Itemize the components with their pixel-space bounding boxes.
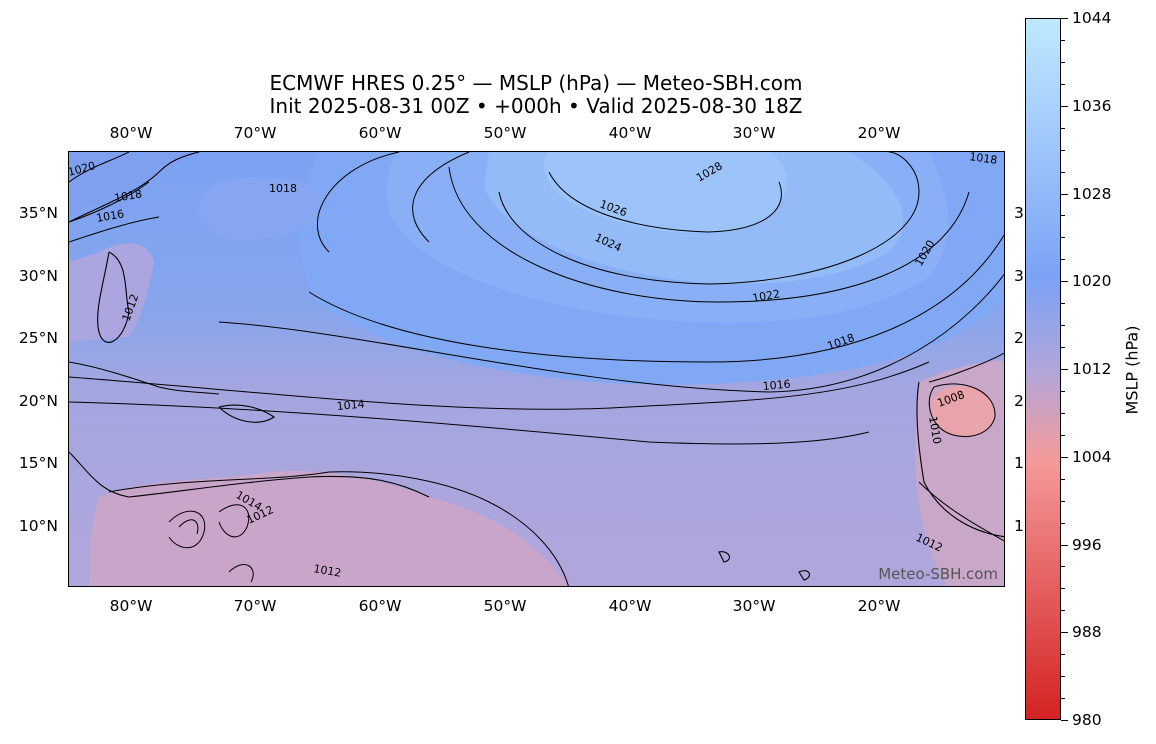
isobar-contours xyxy=(69,152,1004,586)
colorbar-tick-label: 1036 xyxy=(1072,96,1112,115)
lon-label-bottom: 30°W xyxy=(732,597,776,615)
contour-label: 1014 xyxy=(336,398,365,413)
lat-label: 15°N xyxy=(18,454,58,472)
colorbar-minor-tick xyxy=(1061,434,1065,436)
colorbar-tick-label: 1028 xyxy=(1072,184,1112,203)
coastlines xyxy=(69,152,1004,581)
watermark: Meteo-SBH.com xyxy=(878,565,998,583)
colorbar-tick xyxy=(1061,193,1068,195)
colorbar-minor-tick xyxy=(1061,39,1065,41)
pressure-region-1028 xyxy=(543,152,788,233)
contour-label: 1018 xyxy=(269,182,297,195)
colorbar-tick-label: 1020 xyxy=(1072,272,1112,291)
lat-label-right-clipped: 2 xyxy=(1014,392,1024,410)
colorbar-tick-label: 996 xyxy=(1072,535,1102,554)
contour-label: 1018 xyxy=(969,152,999,167)
lat-label: 25°N xyxy=(18,329,58,347)
lat-label: 10°N xyxy=(18,517,58,535)
colorbar-minor-tick xyxy=(1061,61,1065,63)
colorbar-minor-tick xyxy=(1061,390,1065,392)
lat-label-right-clipped: 3 xyxy=(1014,267,1024,285)
contour-label: 1016 xyxy=(95,207,125,225)
mslp-map: 1020 1018 1016 1018 1028 1026 1024 1022 … xyxy=(69,152,1004,586)
lon-label-bottom: 80°W xyxy=(109,597,153,615)
colorbar-tick xyxy=(1061,456,1068,458)
lat-label-right-clipped: 1 xyxy=(1014,454,1024,472)
lon-label-bottom: 40°W xyxy=(608,597,652,615)
colorbar-tick-label: 1044 xyxy=(1072,9,1112,27)
colorbar-minor-tick xyxy=(1061,698,1065,700)
lon-label-top: 80°W xyxy=(109,124,153,142)
lon-label-top: 70°W xyxy=(233,124,277,142)
colorbar-minor-tick xyxy=(1061,259,1065,261)
colorbar-minor-tick xyxy=(1061,478,1065,480)
colorbar-minor-tick xyxy=(1061,566,1065,568)
colorbar xyxy=(1025,18,1061,720)
colorbar-tick-label: 1012 xyxy=(1072,360,1112,378)
terrain-contours xyxy=(168,504,254,583)
colorbar-minor-tick xyxy=(1061,325,1065,327)
map-panel[interactable]: 1020 1018 1016 1018 1028 1026 1024 1022 … xyxy=(68,151,1005,587)
chart-title-line-2: Init 2025-08-31 00Z • +000h • Valid 2025… xyxy=(269,94,803,118)
lon-label-top: 30°W xyxy=(732,124,776,142)
lon-label-top: 50°W xyxy=(483,124,527,142)
contour-label: 1012 xyxy=(312,562,342,580)
colorbar-minor-tick xyxy=(1061,588,1065,590)
colorbar-minor-tick xyxy=(1061,215,1065,217)
colorbar-tick xyxy=(1061,105,1068,107)
colorbar-tick-label: 988 xyxy=(1072,623,1102,642)
contour-label: 1018 xyxy=(113,187,143,205)
colorbar-tick-label: 1004 xyxy=(1072,447,1112,466)
lon-label-top: 60°W xyxy=(358,124,402,142)
colorbar-tick xyxy=(1061,281,1068,283)
lon-label-top: 40°W xyxy=(608,124,652,142)
colorbar-minor-tick xyxy=(1061,610,1065,612)
low-1008-region xyxy=(931,386,994,437)
lat-label-right-clipped: 2 xyxy=(1014,329,1024,347)
colorbar-minor-tick xyxy=(1061,149,1065,151)
lon-label-bottom: 60°W xyxy=(358,597,402,615)
colorbar-tick xyxy=(1061,720,1068,721)
lat-label: 35°N xyxy=(18,204,58,222)
colorbar-minor-tick xyxy=(1061,412,1065,414)
chart-title-line-1: ECMWF HRES 0.25° — MSLP (hPa) — Meteo-SB… xyxy=(269,71,803,95)
lon-label-bottom: 70°W xyxy=(233,597,277,615)
colorbar-minor-tick xyxy=(1061,303,1065,305)
land-southeast-us xyxy=(69,243,154,342)
lat-label: 20°N xyxy=(18,392,58,410)
colorbar-tick xyxy=(1061,544,1068,546)
lat-label-right-clipped: 1 xyxy=(1014,517,1024,535)
land-south-america xyxy=(89,471,568,586)
contour-label: 1016 xyxy=(762,378,791,393)
colorbar-minor-tick xyxy=(1061,654,1065,656)
land-north-america xyxy=(69,152,199,212)
colorbar-label: MSLP (hPa) xyxy=(1122,325,1142,415)
lon-label-top: 20°W xyxy=(857,124,901,142)
pressure-region-1018 xyxy=(198,177,324,241)
colorbar-minor-tick xyxy=(1061,237,1065,239)
colorbar-minor-tick xyxy=(1061,522,1065,524)
contour-label: 1022 xyxy=(751,287,781,305)
colorbar-minor-tick xyxy=(1061,83,1065,85)
colorbar-tick xyxy=(1061,18,1068,19)
colorbar-tick xyxy=(1061,632,1068,634)
lon-label-bottom: 50°W xyxy=(483,597,527,615)
colorbar-tick xyxy=(1061,369,1068,370)
lat-label-right-clipped: 3 xyxy=(1014,204,1024,222)
lon-label-bottom: 20°W xyxy=(857,597,901,615)
colorbar-tick-label: 980 xyxy=(1072,711,1102,729)
colorbar-minor-tick xyxy=(1061,347,1065,349)
contour-label: 1010 xyxy=(926,415,944,445)
colorbar-minor-tick xyxy=(1061,676,1065,678)
colorbar-minor-tick xyxy=(1061,171,1065,173)
colorbar-minor-tick xyxy=(1061,127,1065,129)
colorbar-minor-tick xyxy=(1061,500,1065,502)
lat-label: 30°N xyxy=(18,267,58,285)
